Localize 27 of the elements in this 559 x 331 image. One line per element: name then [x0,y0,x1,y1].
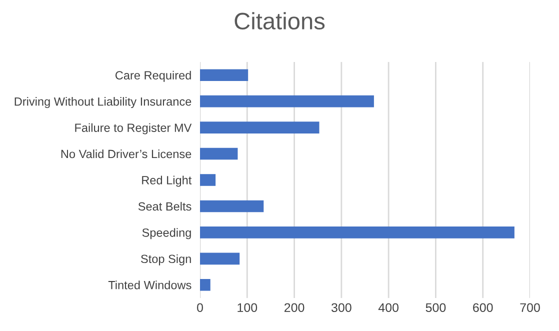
y-tick-label: Care Required [115,70,191,82]
bar [200,69,248,82]
bar [200,200,264,212]
bar [200,226,514,238]
y-tick-label: Stop Sign [141,254,191,266]
y-tick-label: Failure to Register MV [75,123,192,134]
x-tick-label: 200 [284,303,304,312]
y-tick-label: Speeding [142,228,191,240]
x-tick-label: 600 [473,303,493,312]
y-tick-label: Red Light [142,176,192,187]
y-tick-label: No Valid Driver’s License [61,150,192,158]
bar [200,148,238,160]
bar [200,122,320,134]
bar [200,95,374,108]
y-tick-label: Tinted Windows [108,280,192,290]
bar [200,174,216,186]
bar [200,252,240,265]
y-tick-label: Driving Without Liability Insurance [14,97,192,108]
y-tick-label: Seat Belts [138,202,192,211]
x-tick-label: 700 [520,303,540,312]
bar [200,278,210,291]
x-tick-label: 0 [197,303,203,312]
x-tick-label: 500 [426,303,446,312]
x-tick-label: 100 [238,303,258,312]
chart-title: Citations [234,12,325,30]
x-tick-label: 300 [331,303,352,312]
x-tick-label: 400 [378,303,399,312]
